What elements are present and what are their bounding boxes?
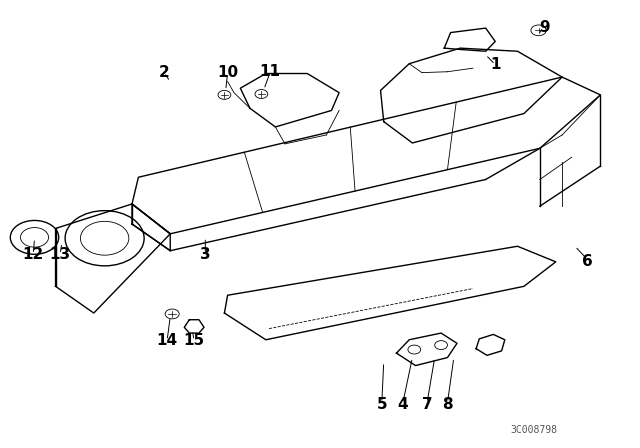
Text: 15: 15	[183, 333, 204, 348]
Text: 12: 12	[22, 247, 44, 262]
Text: 11: 11	[260, 64, 281, 79]
Text: 9: 9	[539, 20, 550, 34]
Text: 8: 8	[442, 397, 452, 412]
Text: 4: 4	[397, 397, 408, 412]
Text: 7: 7	[422, 397, 433, 412]
Text: 5: 5	[376, 397, 387, 412]
Text: 14: 14	[157, 333, 178, 348]
Text: 3: 3	[200, 247, 211, 262]
Text: 10: 10	[217, 65, 238, 80]
Text: 2: 2	[159, 65, 169, 80]
Text: 13: 13	[49, 247, 70, 262]
Text: 3C008798: 3C008798	[510, 425, 557, 435]
Text: 1: 1	[490, 57, 500, 72]
Text: 6: 6	[582, 254, 593, 269]
